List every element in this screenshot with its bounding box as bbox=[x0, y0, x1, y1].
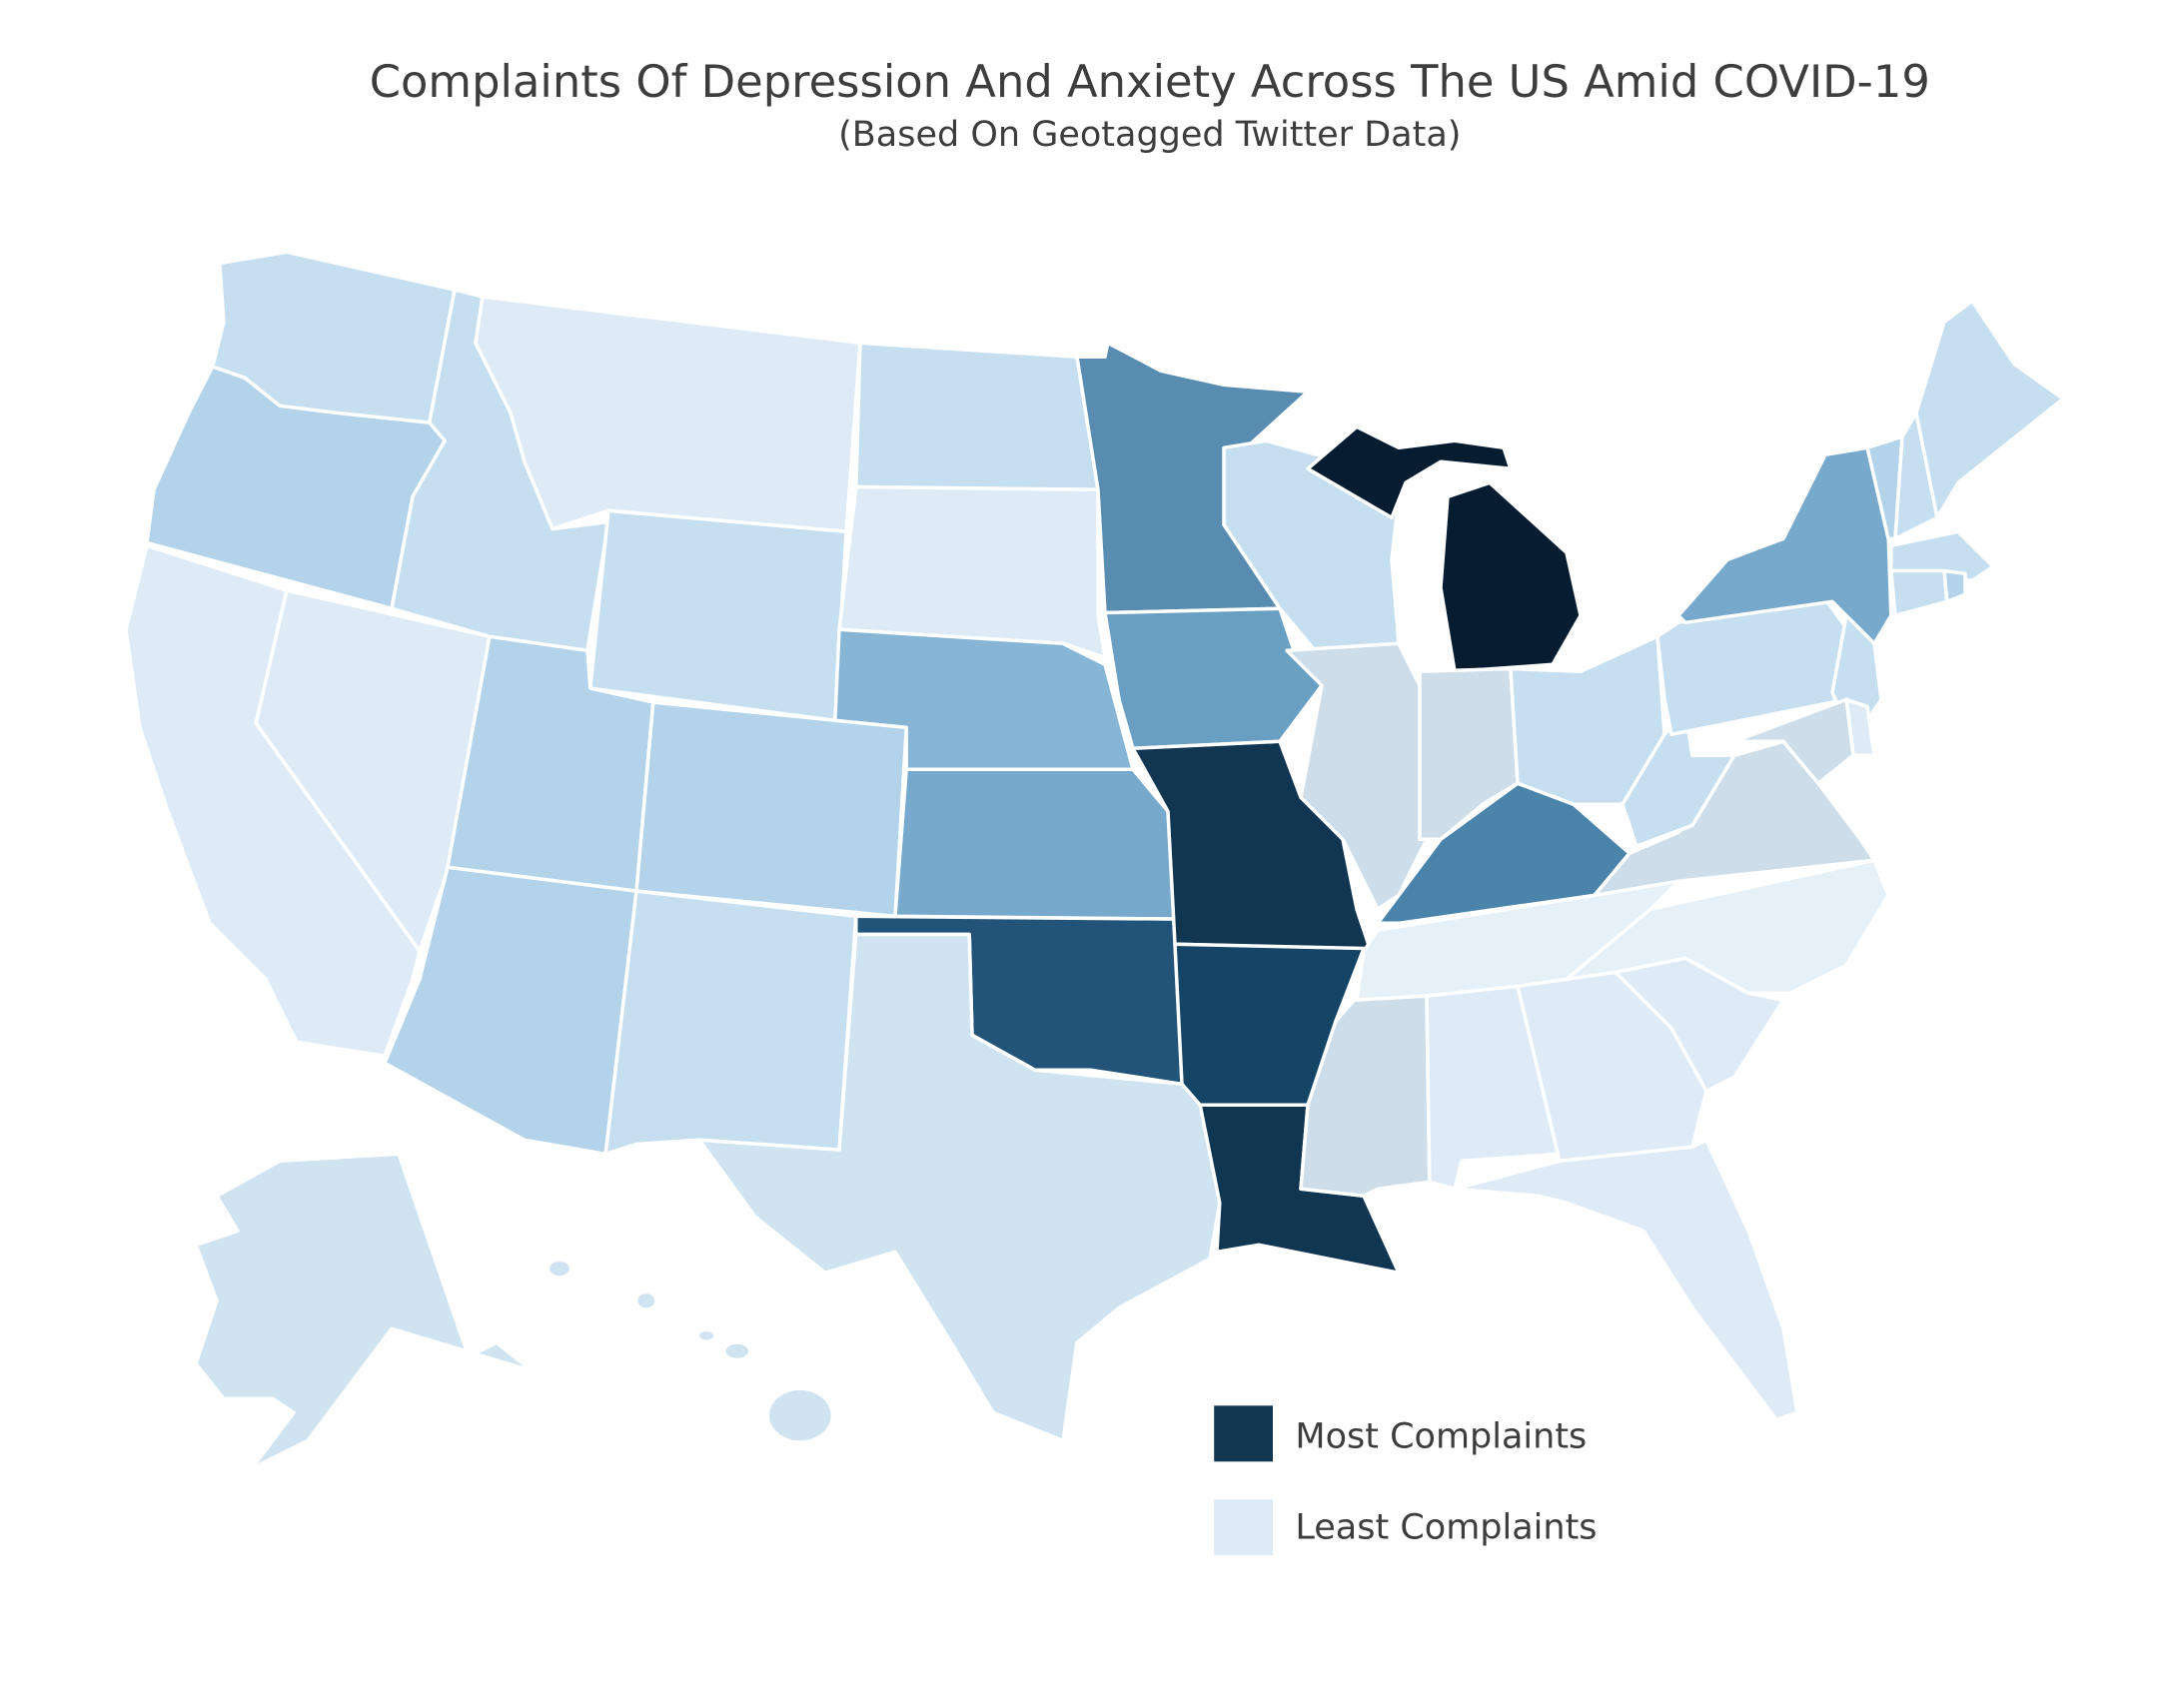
state-hi bbox=[699, 1331, 713, 1340]
state-nd bbox=[854, 341, 1100, 492]
state-ri bbox=[1942, 568, 1967, 604]
state-mt bbox=[474, 295, 862, 534]
state-il bbox=[1285, 641, 1429, 912]
state-nv bbox=[254, 588, 492, 954]
state-hi bbox=[725, 1343, 748, 1358]
states-layer bbox=[124, 250, 2065, 1471]
state-co bbox=[634, 700, 908, 919]
state-nc bbox=[1565, 858, 1890, 996]
state-md bbox=[1732, 697, 1855, 786]
state-nm bbox=[603, 889, 858, 1157]
legend-swatch-most bbox=[1214, 1405, 1273, 1462]
state-hi bbox=[637, 1293, 655, 1308]
state-tx bbox=[697, 932, 1222, 1443]
state-me bbox=[1914, 299, 2065, 520]
state-mi bbox=[1439, 480, 1583, 674]
state-ia bbox=[1103, 606, 1324, 751]
state-mi bbox=[1306, 425, 1513, 520]
state-wv bbox=[1621, 711, 1736, 849]
chart-subtitle: (Based On Geotagged Twitter Data) bbox=[838, 115, 1461, 155]
state-mn bbox=[1075, 341, 1310, 615]
legend-swatch-least bbox=[1214, 1499, 1273, 1556]
state-ma bbox=[1889, 529, 1995, 583]
chart-title: Complaints Of Depression And Anxiety Acr… bbox=[370, 55, 1930, 108]
state-ky bbox=[1376, 781, 1632, 926]
state-mo bbox=[1131, 739, 1373, 954]
legend-label-most: Most Complaints bbox=[1295, 1416, 1587, 1456]
state-wy bbox=[588, 508, 848, 723]
legend: Most Complaints Least Complaints bbox=[1214, 1405, 1598, 1556]
legend-label-least: Least Complaints bbox=[1295, 1507, 1597, 1547]
state-ak bbox=[194, 1152, 534, 1471]
state-ct bbox=[1889, 568, 1949, 618]
state-ks bbox=[893, 767, 1177, 921]
state-hi bbox=[549, 1262, 569, 1277]
state-fl bbox=[1453, 1138, 1799, 1422]
state-hi bbox=[769, 1389, 831, 1441]
